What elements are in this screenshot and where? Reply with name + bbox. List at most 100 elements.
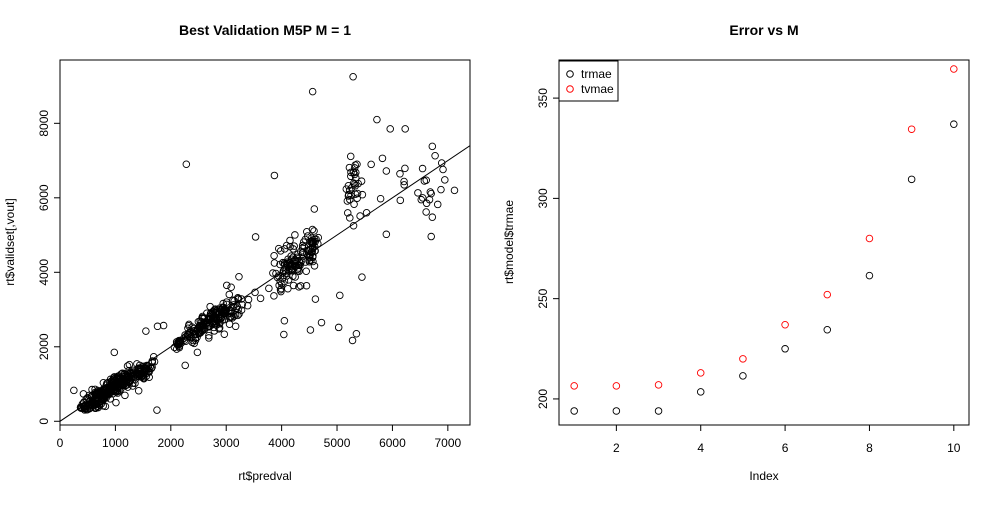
left-data-point [70, 386, 78, 395]
point-trmae [654, 407, 663, 415]
left-data-point [211, 308, 219, 317]
left-data-point [420, 177, 429, 185]
left-data-point [278, 280, 286, 288]
left-x-tick-label: 2000 [157, 436, 184, 450]
left-data-point [433, 200, 442, 209]
left-data-point [427, 232, 435, 241]
left-data-point [317, 318, 326, 327]
point-tvmae [654, 381, 663, 389]
left-data-point [426, 188, 435, 196]
left-data-point [358, 190, 367, 199]
left-data-point [270, 252, 278, 260]
left-data-point [450, 186, 459, 195]
left-data-point [85, 395, 93, 403]
left-data-point [284, 276, 293, 284]
left-data-point [311, 295, 320, 303]
left-data-point [92, 389, 101, 397]
left-data-point [396, 196, 405, 205]
legend-label-tvmae: tvmae [581, 82, 614, 96]
left-data-point [136, 365, 145, 374]
left-data-point [308, 87, 317, 96]
left-data-point [181, 361, 189, 370]
left-data-point [99, 378, 108, 387]
left-x-tick-label: 0 [57, 436, 64, 450]
legend-label-trmae: trmae [581, 67, 612, 81]
left-data-point [401, 164, 409, 173]
left-data-point [352, 168, 360, 177]
right-x-tick-label: 4 [697, 441, 704, 455]
left-data-point [123, 362, 132, 370]
left-data-point [347, 172, 355, 181]
left-data-point [149, 353, 158, 361]
left-data-point [400, 181, 408, 189]
left-data-point [204, 322, 212, 330]
left-data-point [159, 321, 168, 330]
legend: trmae tvmae [558, 60, 619, 102]
left-data-point [349, 221, 358, 230]
left-data-point [272, 269, 280, 278]
left-data-point [134, 386, 143, 395]
left-data-point [353, 160, 361, 169]
point-trmae [823, 325, 832, 334]
left-data-point [347, 168, 355, 177]
left-data-point [176, 338, 185, 346]
right-x-tick-label: 8 [866, 441, 873, 455]
left-data-point [131, 379, 139, 388]
left-data-point [125, 360, 134, 369]
left-data-point [336, 291, 344, 300]
left-data-point [294, 255, 302, 263]
left-data-point [345, 163, 354, 172]
left-data-point [362, 209, 371, 217]
left-data-point [428, 142, 437, 151]
left-y-tick-label: 4000 [37, 259, 51, 286]
left-data-point [307, 248, 316, 257]
left-data-point [235, 273, 243, 281]
left-data-point [310, 205, 319, 213]
left-data-point [147, 364, 156, 373]
left-data-point [112, 398, 120, 407]
left-data-point [422, 208, 430, 216]
left-data-point [334, 323, 343, 332]
left-data-point [289, 281, 298, 290]
left-y-tick-label: 8000 [37, 110, 51, 137]
left-x-tick-label: 5000 [324, 436, 351, 450]
point-tvmae [865, 234, 874, 243]
left-data-point [353, 194, 361, 202]
left-data-point [265, 284, 273, 293]
left-data-point [198, 314, 206, 322]
left-data-point [279, 267, 288, 276]
left-data-point [358, 273, 366, 281]
left-data-point [237, 306, 246, 314]
left-data-point [308, 239, 316, 247]
left-data-point [220, 330, 229, 338]
left-data-point [303, 232, 312, 240]
left-data-point [350, 200, 358, 209]
left-data-point [243, 301, 252, 310]
left-data-point [129, 379, 137, 387]
left-x-tick-label: 1000 [102, 436, 129, 450]
left-data-point [141, 365, 150, 373]
left-data-point [222, 306, 231, 314]
left-y-tick-label: 6000 [37, 184, 51, 211]
left-data-point [386, 125, 394, 133]
left-data-point [382, 167, 391, 175]
right-plot-frame [558, 59, 970, 426]
left-data-point [308, 234, 316, 242]
point-trmae [739, 372, 747, 380]
left-data-point [280, 316, 289, 325]
left-y-tick-label: 2000 [37, 333, 51, 360]
left-data-point [205, 331, 213, 340]
left-data-point [310, 227, 318, 235]
left-data-point [418, 164, 427, 173]
left-data-point [101, 402, 110, 411]
left-data-point [401, 125, 409, 133]
point-trmae [696, 388, 705, 396]
left-y-axis-label: rt$validset[,vout] [3, 198, 17, 285]
left-data-point [148, 358, 156, 367]
left-data-point [439, 165, 447, 174]
left-data-point [256, 294, 265, 303]
left-data-point [197, 326, 206, 334]
left-data-point [302, 281, 311, 290]
left-data-point [376, 194, 385, 203]
left-data-point [270, 171, 279, 180]
